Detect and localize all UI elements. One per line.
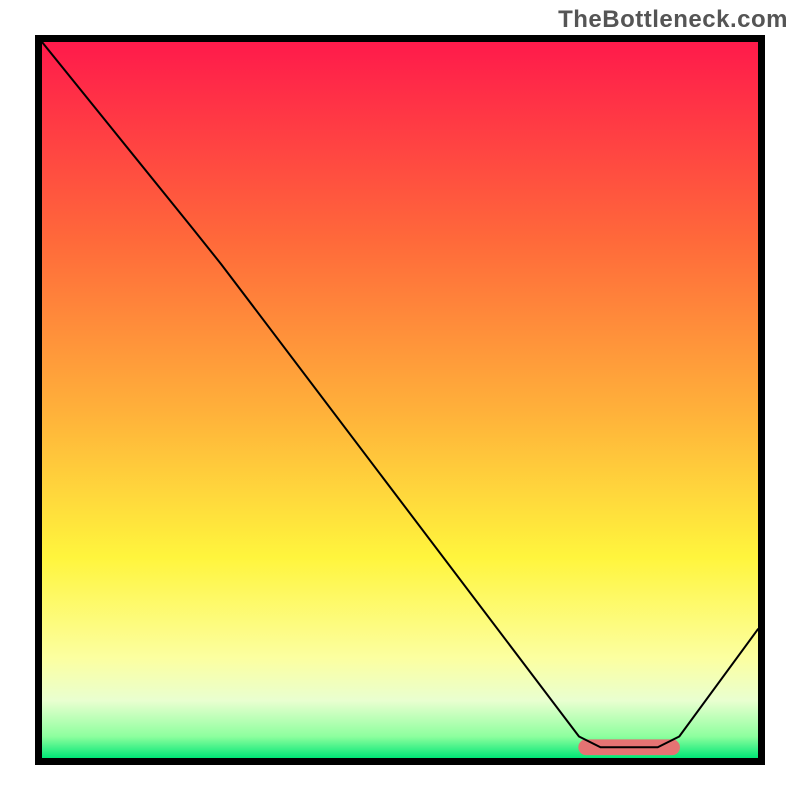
watermark-text: TheBottleneck.com <box>558 6 788 34</box>
chart-viewport: TheBottleneck.com <box>0 0 800 800</box>
chart-svg <box>42 42 758 758</box>
gradient-background <box>42 42 758 758</box>
plot-frame <box>35 35 765 765</box>
